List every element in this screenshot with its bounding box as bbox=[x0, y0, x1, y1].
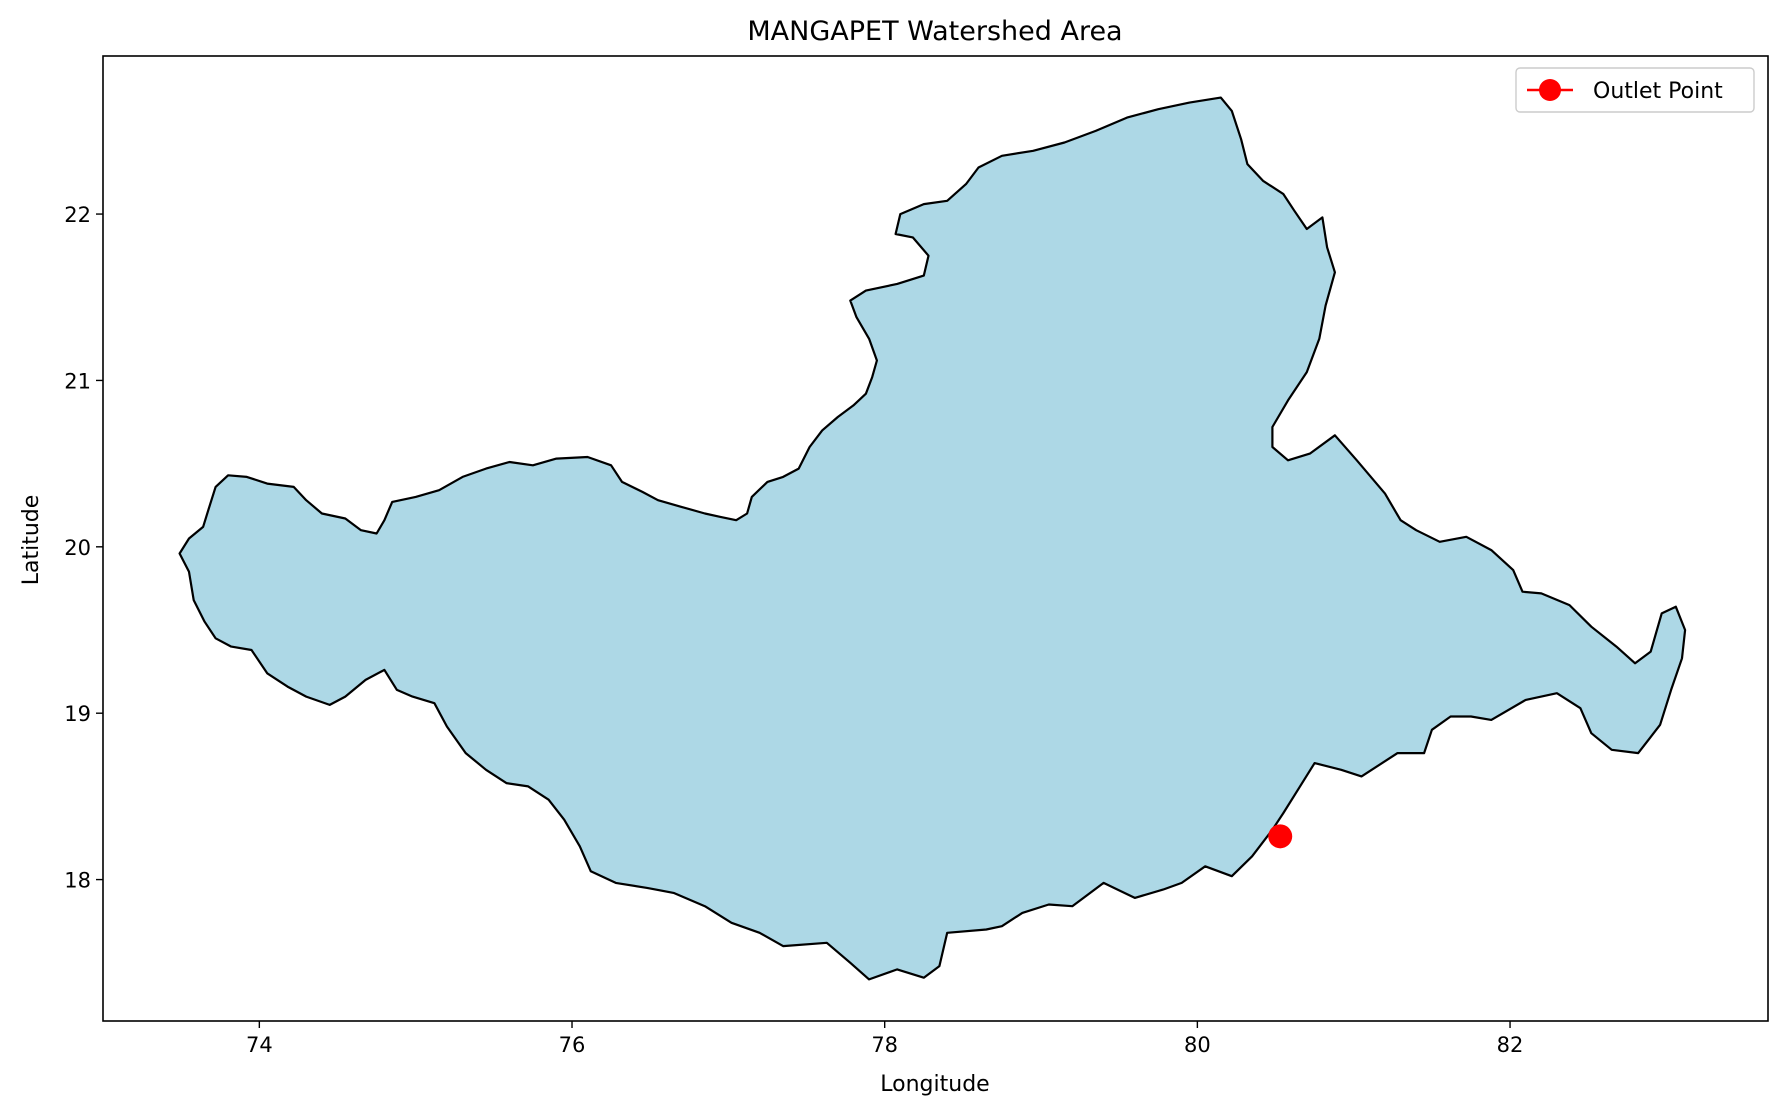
y-tick-label: 19 bbox=[64, 702, 91, 726]
watershed-polygon bbox=[178, 96, 1687, 981]
y-tick-label: 18 bbox=[64, 869, 91, 893]
x-tick-label: 76 bbox=[559, 1033, 586, 1057]
legend-label: Outlet Point bbox=[1593, 79, 1723, 104]
y-axis-label: Latitude bbox=[19, 495, 44, 586]
y-axis-ticks: 18 19 20 21 22 bbox=[64, 203, 103, 893]
axes-frame bbox=[102, 55, 1769, 1022]
y-tick-label: 22 bbox=[64, 203, 91, 227]
outlet-point bbox=[1268, 824, 1293, 849]
legend: Outlet Point bbox=[1515, 67, 1755, 113]
legend-box bbox=[1515, 67, 1755, 113]
y-tick-label: 20 bbox=[64, 536, 91, 560]
y-tick-label: 21 bbox=[64, 369, 91, 393]
plot-area bbox=[178, 96, 1687, 981]
x-tick-label: 78 bbox=[871, 1033, 898, 1057]
x-axis-ticks: 74 76 78 80 82 bbox=[246, 1021, 1523, 1057]
outlet-marker bbox=[1268, 824, 1293, 849]
x-tick-label: 74 bbox=[246, 1033, 273, 1057]
x-axis-label: Longitude bbox=[880, 1072, 989, 1097]
x-tick-label: 82 bbox=[1497, 1033, 1524, 1057]
chart-title: MANGAPET Watershed Area bbox=[747, 16, 1122, 47]
x-tick-label: 80 bbox=[1184, 1033, 1211, 1057]
legend-marker-icon bbox=[1539, 79, 1561, 101]
